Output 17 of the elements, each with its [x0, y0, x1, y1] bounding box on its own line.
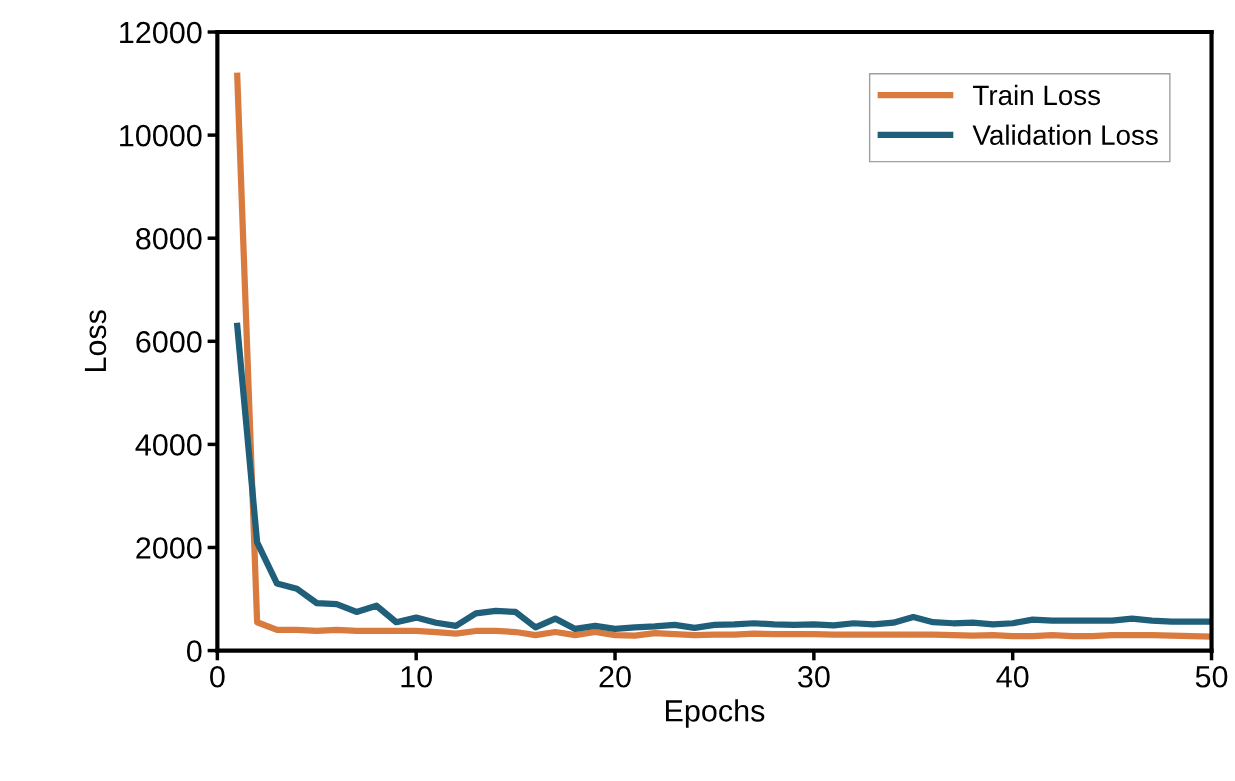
- legend-label: Train Loss: [973, 84, 1101, 106]
- legend-label: Validation Loss: [972, 124, 1158, 145]
- y-tick-label: 10000: [120, 124, 202, 147]
- x-tick-label: 50: [1195, 665, 1228, 688]
- y-tick-label: 0: [186, 640, 202, 662]
- x-tick-label: 10: [401, 665, 432, 688]
- y-tick-label: 8000: [136, 227, 202, 250]
- y-tick-label: 6000: [136, 331, 202, 353]
- y-tick-label: 12000: [120, 21, 202, 44]
- x-tick-label: 30: [798, 665, 830, 688]
- x-tick-label: 20: [599, 665, 631, 688]
- y-axis-title: Loss: [84, 310, 107, 372]
- x-tick-label: 0: [210, 665, 225, 688]
- y-tick-label: 2000: [136, 537, 202, 559]
- y-tick-label: 4000: [135, 434, 202, 456]
- x-axis-title: Epochs: [666, 699, 765, 728]
- x-tick-label: 40: [996, 665, 1029, 688]
